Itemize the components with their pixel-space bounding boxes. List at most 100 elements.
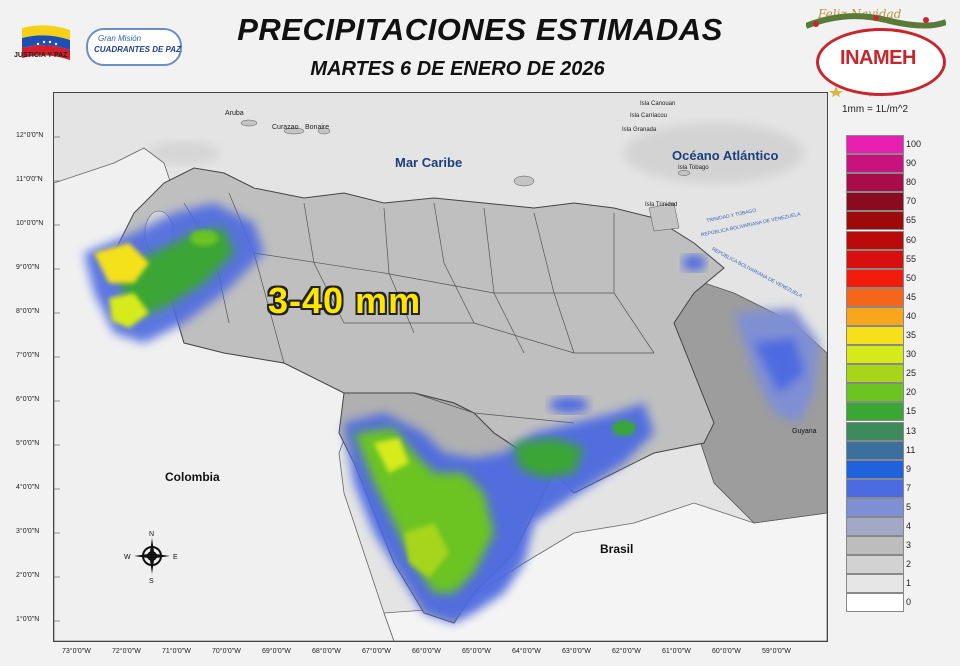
lon-label: 61°0'0"W [662, 648, 691, 655]
legend-label: 7 [906, 482, 912, 493]
legend-label: 65 [906, 215, 917, 226]
lon-label: 71°0'0"W [162, 648, 191, 655]
lon-label: 63°0'0"W [562, 648, 591, 655]
label-guyana: Guyana [792, 428, 817, 435]
map-canvas [54, 93, 827, 641]
lon-label: 59°0'0"W [762, 648, 791, 655]
legend-label: 4 [906, 521, 912, 531]
legend-swatch [846, 326, 904, 346]
island-margarita [513, 175, 535, 187]
legend-swatch [846, 555, 904, 575]
legend-label: 0 [906, 597, 912, 608]
precipitation-layer [84, 203, 819, 623]
lat-label: 8°0'0"N [16, 308, 40, 315]
lat-label: 1°0'0"N [16, 616, 40, 623]
label-curazao: Curazao [272, 124, 299, 131]
legend-swatch [846, 268, 904, 288]
legend-swatch [846, 497, 904, 517]
precipitation-map [53, 92, 828, 642]
compass-w: W [124, 554, 131, 561]
lat-label: 2°0'0"N [16, 572, 40, 579]
legend-label: 5 [906, 501, 912, 512]
lon-label: 68°0'0"W [312, 648, 341, 655]
legend-swatch [846, 345, 904, 365]
legend-swatch [846, 478, 904, 498]
legend-swatch [846, 211, 904, 231]
graticule-ticks [54, 136, 60, 622]
legend-swatch [846, 249, 904, 269]
legend-swatch [846, 364, 904, 384]
legend-label: 9 [906, 463, 912, 474]
label-isla-trinidad: Isla Trinidad [645, 202, 678, 208]
lon-label: 69°0'0"W [262, 648, 291, 655]
legend-label: 60 [906, 234, 917, 245]
label-isla-carriacou: Isla Carriacou [630, 113, 668, 119]
legend-label: 40 [906, 310, 917, 321]
legend-label: 30 [906, 349, 917, 360]
legend-swatch [846, 402, 904, 422]
lon-label: 67°0'0"W [362, 648, 391, 655]
compass-e: E [173, 554, 178, 561]
legend-swatch [846, 173, 904, 193]
logo-left-caption: JUSTICIA Y PAZ [14, 52, 68, 59]
legend-label: 3 [906, 540, 912, 551]
island-tobago [677, 170, 691, 176]
lon-label: 73°0'0"W [62, 648, 91, 655]
compass-n: N [149, 531, 154, 538]
legend-swatch [846, 536, 904, 556]
lat-label: 4°0'0"N [16, 484, 40, 491]
lon-label: 60°0'0"W [712, 648, 741, 655]
lon-label: 70°0'0"W [212, 648, 241, 655]
legend-label: 15 [906, 406, 917, 417]
lat-label: 3°0'0"N [16, 528, 40, 535]
legend-swatch [846, 230, 904, 250]
lat-label: 9°0'0"N [16, 264, 40, 271]
legend-swatch [846, 192, 904, 212]
lon-label: 72°0'0"W [112, 648, 141, 655]
legend-swatch [846, 574, 904, 594]
label-isla-granada: Isla Granada [622, 127, 657, 133]
legend-swatch [846, 517, 904, 537]
cloud-patch [624, 123, 804, 183]
legend-swatch [846, 421, 904, 441]
legend-label: 80 [906, 177, 917, 188]
venezuela-flag-logo [22, 25, 70, 60]
legend-swatch [846, 593, 904, 613]
label-isla-tobago: Isla Tobago [678, 165, 709, 171]
island-trinidad [648, 202, 680, 232]
lat-label: 6°0'0"N [16, 396, 40, 403]
label-oceano-atlantico: Océano Atlántico [672, 148, 779, 163]
lat-label: 5°0'0"N [16, 440, 40, 447]
lat-label: 12°0'0"N [16, 132, 44, 139]
compass-icon: N S W E [124, 531, 178, 584]
label-mar-caribe: Mar Caribe [395, 155, 463, 170]
legend-label: 25 [906, 368, 917, 379]
mision-logo-main: CUADRANTES DE PAZ [94, 45, 181, 54]
mision-logo: Gran Misión CUADRANTES DE PAZ [86, 28, 182, 66]
legend-swatch [846, 306, 904, 326]
compass-s: S [149, 578, 154, 584]
legend-label: 2 [906, 559, 912, 570]
lon-label: 64°0'0"W [512, 648, 541, 655]
legend-swatch [846, 154, 904, 174]
island-aruba [240, 119, 258, 127]
legend-swatch [846, 287, 904, 307]
lat-label: 7°0'0"N [16, 352, 40, 359]
legend-label: 13 [906, 425, 917, 436]
label-aruba: Aruba [225, 110, 244, 117]
legend-label: 1 [906, 578, 912, 589]
label-brasil: Brasil [600, 542, 634, 556]
legend-label: 70 [906, 196, 917, 207]
legend-swatch [846, 440, 904, 460]
island-bonaire [317, 127, 331, 135]
legend-label: 45 [906, 291, 917, 302]
legend-swatch [846, 459, 904, 479]
legend-unit: 1mm = 1L/m^2 [842, 104, 909, 115]
label-isla-canouan: Isla Canouan [640, 101, 676, 107]
legend-swatch [846, 135, 904, 155]
legend-label: 20 [906, 387, 917, 398]
inameh-logo-text: INAMEH [840, 47, 916, 69]
label-colombia: Colombia [165, 470, 220, 484]
map-date: MARTES 6 DE ENERO DE 2026 [310, 58, 605, 80]
mision-logo-top: Gran Misión [98, 34, 142, 43]
